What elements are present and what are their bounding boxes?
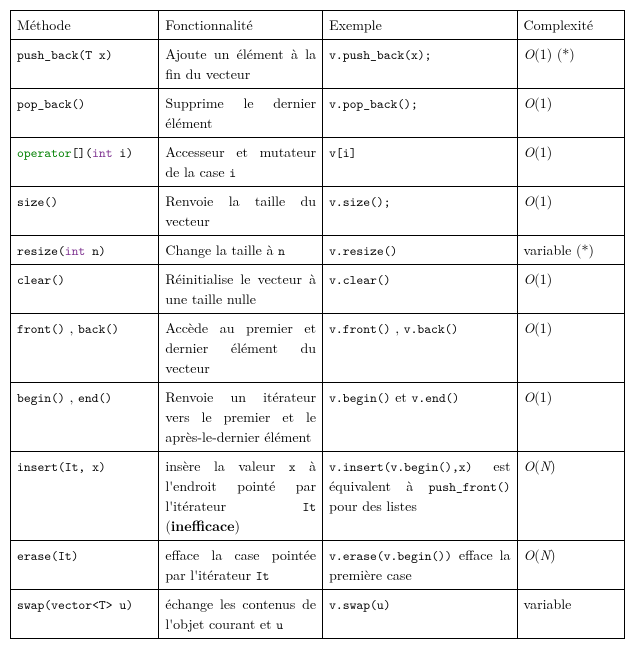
cell-functionality: Renvoie un itérateur vers le premier et … [159,383,323,452]
cell-method: begin() , end() [11,383,159,452]
cell-example: v.clear() [323,265,517,314]
header-method: Méthode [11,11,159,40]
cell-functionality: efface la case pointée par l'itérateur I… [159,541,323,590]
table-row: resize(int n)Change la taille à nv.resiz… [11,236,625,265]
cell-complexity: O(1) (*) [517,40,624,89]
cell-complexity: variable (*) [517,236,624,265]
cell-complexity: O(N) [517,541,624,590]
cell-method: pop_back() [11,89,159,138]
cell-example: v.begin() et v.end() [323,383,517,452]
cell-method: insert(It, x) [11,452,159,541]
cell-method: push_back(T x) [11,40,159,89]
cell-functionality: Change la taille à n [159,236,323,265]
cell-method: operator[](int i) [11,138,159,187]
cell-example: v.size(); [323,187,517,236]
cell-example: v.push_back(x); [323,40,517,89]
cell-complexity: O(1) [517,187,624,236]
cell-example: v.erase(v.begin()) efface la première ca… [323,541,517,590]
header-complexity: Complexité [517,11,624,40]
cell-example: v[i] [323,138,517,187]
cell-complexity: O(1) [517,138,624,187]
cell-method: front() , back() [11,314,159,383]
table-row: insert(It, x)insère la valeur x à l'endr… [11,452,625,541]
cell-method: erase(It) [11,541,159,590]
cell-example: v.resize() [323,236,517,265]
cell-functionality: Renvoie la taille du vecteur [159,187,323,236]
cell-method: resize(int n) [11,236,159,265]
cell-functionality: insère la valeur x à l'endroit pointé pa… [159,452,323,541]
table-row: pop_back()Supprime le dernier élémentv.p… [11,89,625,138]
table-row: front() , back()Accède au premier et der… [11,314,625,383]
table-row: size()Renvoie la taille du vecteurv.size… [11,187,625,236]
table-row: erase(It)efface la case pointée par l'it… [11,541,625,590]
cell-complexity: O(1) [517,89,624,138]
table-row: operator[](int i)Accesseur et muta­teur … [11,138,625,187]
cell-functionality: Supprime le dernier élément [159,89,323,138]
table-row: clear()Réinitialise le vec­teur à une ta… [11,265,625,314]
cell-example: v.insert(v.begin(),x) est équivalent à p… [323,452,517,541]
header-functionality: Fonctionnalité [159,11,323,40]
cell-method: size() [11,187,159,236]
table-header-row: Méthode Fonctionnalité Exemple Complexit… [11,11,625,40]
cell-functionality: Ajoute un élément à la fin du vecteur [159,40,323,89]
header-example: Exemple [323,11,517,40]
cell-complexity: O(N) [517,452,624,541]
vector-methods-table: Méthode Fonctionnalité Exemple Complexit… [10,10,625,639]
cell-complexity: O(1) [517,265,624,314]
cell-functionality: Réinitialise le vec­teur à une taille nu… [159,265,323,314]
cell-example: v.pop_back(); [323,89,517,138]
cell-functionality: Accesseur et muta­teur de la case i [159,138,323,187]
cell-example: v.front() , v.back() [323,314,517,383]
cell-method: clear() [11,265,159,314]
cell-functionality: Accède au premier et dernier élément du … [159,314,323,383]
table-row: begin() , end()Renvoie un itérateur vers… [11,383,625,452]
table-row: push_back(T x)Ajoute un élément à la fin… [11,40,625,89]
cell-complexity: O(1) [517,383,624,452]
cell-complexity: O(1) [517,314,624,383]
